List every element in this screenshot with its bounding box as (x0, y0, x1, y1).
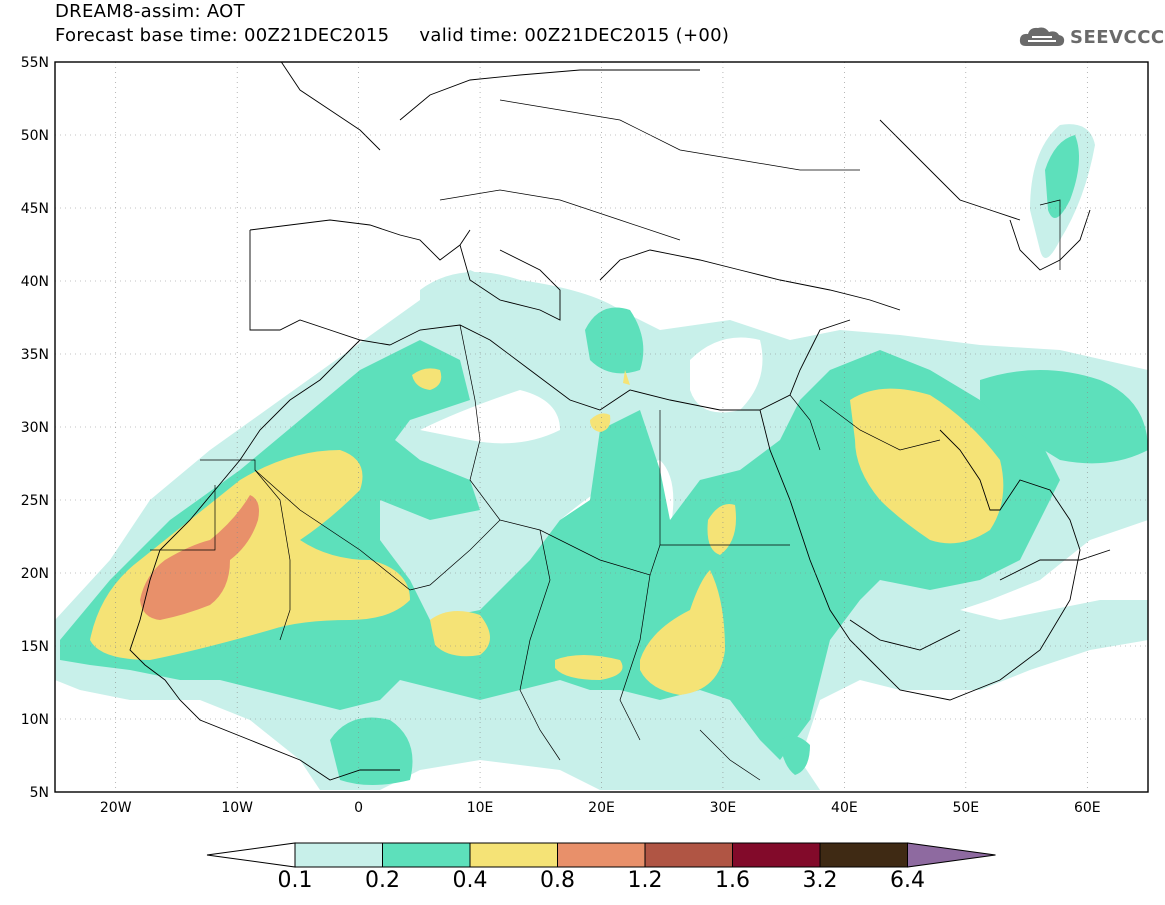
aot-band-0.2 (60, 340, 1060, 760)
aot-band-0.2-greece (585, 307, 644, 374)
colorbar-label: 0.4 (452, 868, 488, 893)
colorbar-label: 1.6 (715, 868, 750, 893)
lat-tick-label: 50N (21, 128, 49, 144)
lat-tick-label: 15N (21, 639, 49, 655)
aot-band-0.2-gulf (980, 370, 1148, 464)
aot-shading (55, 124, 1148, 790)
colorbar (206, 842, 996, 868)
lon-tick-label: 20E (588, 800, 615, 816)
lat-tick-labels: 55N 50N 45N 40N 35N 30N 25N 20N 15N 10N 5N (21, 55, 49, 801)
aot-clear-libya (420, 390, 560, 444)
seevccc-logo: SEEVCCC (1018, 24, 1165, 50)
coastlines (129, 62, 1111, 781)
colorbar-label: 0.2 (365, 868, 400, 893)
lon-tick-label: 0 (354, 800, 363, 816)
chart-title: DREAM8-assim: AOT (55, 1, 245, 22)
lat-tick-label: 20N (21, 566, 49, 582)
aot-band-0.4-mali (430, 611, 490, 657)
graticule (55, 62, 1148, 792)
colorbar-label: 6.4 (890, 868, 925, 893)
aot-band-0.8 (140, 495, 259, 620)
colorbar-swatch (557, 842, 646, 868)
forecast-times: Forecast base time: 00Z21DEC2015 valid t… (55, 25, 730, 46)
lon-tick-label: 50E (952, 800, 979, 816)
colorbar-under-arrow (206, 842, 296, 868)
lat-tick-label: 35N (21, 347, 49, 363)
lon-tick-labels: 20W 10W 0 10E 20E 30E 40E 50E 60E (100, 800, 1101, 816)
logo-text: SEEVCCC (1070, 26, 1165, 48)
lat-tick-label: 55N (21, 55, 49, 71)
aot-clear-iraq (690, 337, 763, 413)
colorbar-label: 1.2 (627, 868, 663, 893)
aot-band-0.4-sudan (640, 570, 725, 695)
aot-band-0.1-tunisia (420, 272, 620, 342)
aot-band-0.2-south (330, 717, 413, 785)
colorbar-swatch (382, 842, 471, 868)
colorbar-label: 3.2 (802, 868, 838, 893)
lon-tick-label: 10E (467, 800, 494, 816)
colorbar-swatch (469, 842, 558, 868)
lon-tick-label: 40E (831, 800, 858, 816)
lon-tick-label: 10W (221, 800, 253, 816)
aot-band-0.4-chad (555, 655, 623, 680)
lat-tick-label: 40N (21, 274, 49, 290)
aot-band-0.2-north (1045, 135, 1079, 218)
colorbar-label: 0.1 (277, 868, 313, 893)
aot-band-0.4-libya (590, 413, 611, 432)
colorbar-label: 0.8 (540, 868, 575, 893)
aot-band-0.4-algeria (412, 368, 442, 390)
colorbar-swatch (732, 842, 821, 868)
colorbar-swatch (819, 842, 908, 868)
aot-band-0.2-ethiopia (780, 736, 810, 775)
aot-band-0.4-lib2 (623, 370, 630, 385)
lat-tick-label: 45N (21, 201, 49, 217)
colorbar-swatch (294, 842, 383, 868)
borders (150, 99, 1061, 781)
lat-tick-label: 25N (21, 493, 49, 509)
lat-tick-label: 5N (30, 785, 49, 801)
lat-tick-label: 10N (21, 712, 49, 728)
cloud-icon (1019, 27, 1065, 46)
colorbar-swatch (644, 842, 733, 868)
aot-band-0.4-egypt (707, 504, 736, 555)
lon-tick-label: 30E (710, 800, 737, 816)
lon-tick-label: 60E (1074, 800, 1101, 816)
lon-tick-label: 20W (100, 800, 132, 816)
colorbar-over-arrow (907, 842, 996, 868)
lat-tick-label: 30N (21, 420, 49, 436)
map-frame (54, 61, 1149, 793)
